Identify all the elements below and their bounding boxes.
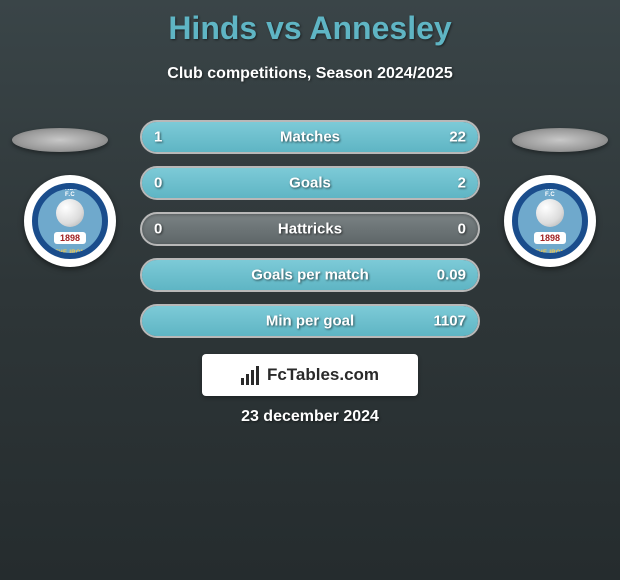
page-subtitle: Club competitions, Season 2024/2025 (0, 65, 620, 83)
brand-box: FcTables.com (202, 354, 418, 396)
stat-bar: 1Matches22 (140, 120, 480, 154)
player-left-platform (12, 128, 108, 152)
bar-value-right: 2 (458, 175, 466, 192)
badge-top-text: BRAINTREE TOWN F.C (38, 186, 102, 198)
badge-year: 1898 (534, 232, 566, 244)
brand-text: FcTables.com (267, 365, 379, 385)
bars-icon (241, 365, 261, 385)
stat-bar: 0Goals2 (140, 166, 480, 200)
bar-label: Hattricks (142, 221, 478, 238)
football-icon (536, 199, 564, 227)
page-title: Hinds vs Annesley (0, 0, 620, 47)
badge-top-text: BRAINTREE TOWN F.C (518, 186, 582, 198)
comparison-bars: 1Matches220Goals20Hattricks0Goals per ma… (140, 120, 480, 350)
club-badge-right-inner: BRAINTREE TOWN F.C 1898 THE IRON (512, 183, 588, 259)
bar-label: Goals (142, 175, 478, 192)
club-badge-left-inner: BRAINTREE TOWN F.C 1898 THE IRON (32, 183, 108, 259)
stat-bar: Goals per match0.09 (140, 258, 480, 292)
bar-value-right: 0.09 (437, 267, 466, 284)
player-right-platform (512, 128, 608, 152)
club-badge-right: BRAINTREE TOWN F.C 1898 THE IRON (504, 175, 596, 267)
badge-year: 1898 (54, 232, 86, 244)
bar-value-right: 22 (449, 129, 466, 146)
date-text: 23 december 2024 (0, 408, 620, 426)
bar-label: Goals per match (142, 267, 478, 284)
football-icon (56, 199, 84, 227)
bar-label: Matches (142, 129, 478, 146)
bar-value-right: 1107 (433, 313, 466, 330)
stat-bar: 0Hattricks0 (140, 212, 480, 246)
bar-label: Min per goal (142, 313, 478, 330)
club-badge-left: BRAINTREE TOWN F.C 1898 THE IRON (24, 175, 116, 267)
badge-bottom-text: THE IRON (38, 250, 102, 256)
bar-value-right: 0 (458, 221, 466, 238)
stat-bar: Min per goal1107 (140, 304, 480, 338)
badge-bottom-text: THE IRON (518, 250, 582, 256)
